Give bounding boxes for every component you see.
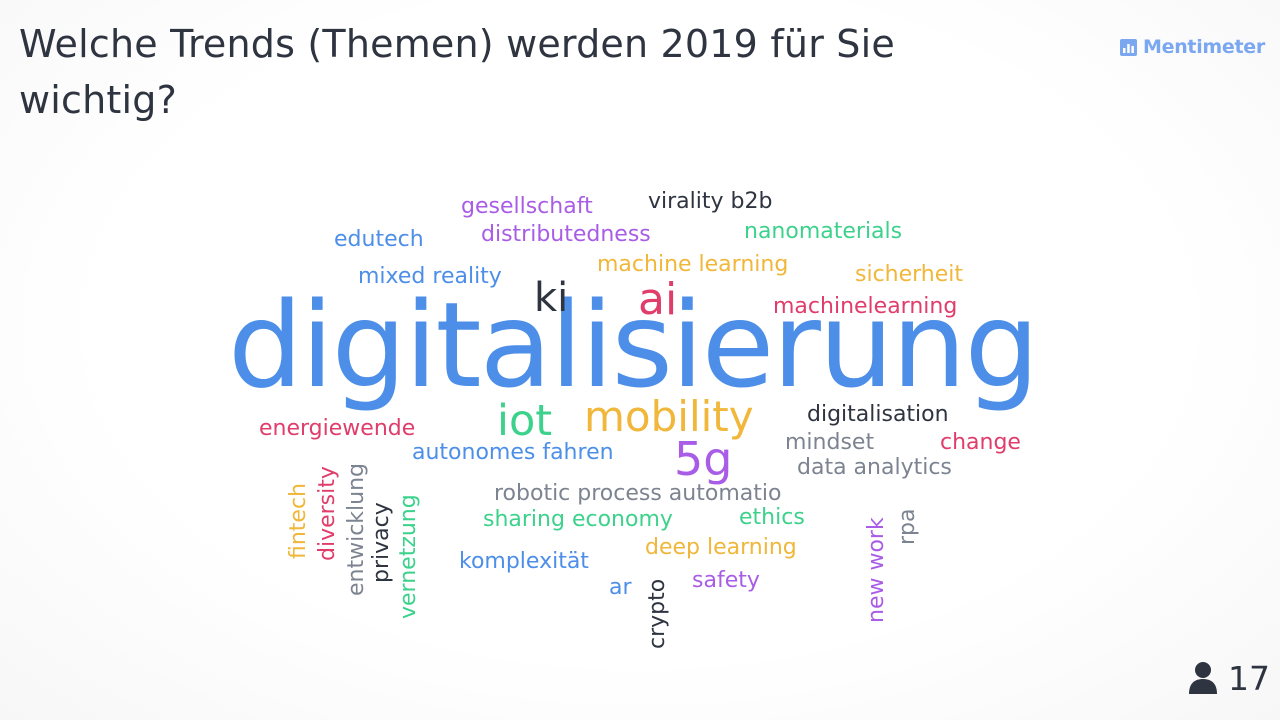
- respondent-counter: 17: [1188, 658, 1270, 698]
- word-machine-learning: machine learning: [597, 252, 789, 277]
- word-ethics: ethics: [739, 505, 805, 530]
- word-entwicklung: entwicklung: [344, 462, 369, 596]
- word-crypto: crypto: [645, 578, 670, 649]
- brand-logo: Mentimeter: [1120, 34, 1265, 60]
- word-ai: ai: [638, 274, 678, 325]
- bar-chart-icon: [1120, 38, 1137, 56]
- word-diversity: diversity: [315, 466, 340, 561]
- brand-name: Mentimeter: [1143, 36, 1265, 58]
- word-digitalisierung: digitalisierung: [228, 276, 1039, 414]
- word-nanomaterials: nanomaterials: [744, 219, 903, 244]
- word-new-work: new work: [864, 517, 889, 623]
- word-digitalisation: digitalisation: [807, 402, 949, 427]
- word-change: change: [940, 430, 1021, 455]
- word-safety: safety: [692, 568, 760, 593]
- word-distributedness: distributedness: [481, 222, 651, 247]
- word-vernetzung: vernetzung: [396, 494, 421, 619]
- word-robotic-process-automatio: robotic process automatio: [494, 481, 782, 506]
- word-sicherheit: sicherheit: [855, 262, 964, 287]
- word-ar: ar: [609, 575, 632, 600]
- word-rpa: rpa: [895, 508, 920, 546]
- word-gesellschaft: gesellschaft: [461, 194, 593, 219]
- word-deep-learning: deep learning: [645, 535, 797, 560]
- word-machinelearning: machinelearning: [773, 294, 958, 319]
- word-fintech: fintech: [286, 482, 311, 559]
- word-data-analytics: data analytics: [797, 455, 952, 480]
- word-edutech: edutech: [334, 227, 424, 252]
- word-mixed-reality: mixed reality: [358, 264, 502, 289]
- word-energiewende: energiewende: [259, 416, 416, 441]
- word-iot: iot: [497, 396, 553, 446]
- respondent-count: 17: [1228, 658, 1270, 698]
- word-mobility: mobility: [584, 392, 754, 441]
- person-icon: [1189, 662, 1217, 694]
- question-title: Welche Trends (Themen) werden 2019 für S…: [19, 22, 895, 122]
- word-5g: 5g: [674, 432, 733, 486]
- word-virality-b2b: virality b2b: [648, 189, 773, 214]
- word-mindset: mindset: [785, 430, 875, 455]
- word-sharing-economy: sharing economy: [483, 507, 673, 532]
- word-privacy: privacy: [369, 502, 394, 583]
- word-autonomes-fahren: autonomes fahren: [412, 440, 614, 465]
- word-komplexitaet: komplexität: [459, 549, 589, 574]
- word-ki: ki: [534, 275, 569, 321]
